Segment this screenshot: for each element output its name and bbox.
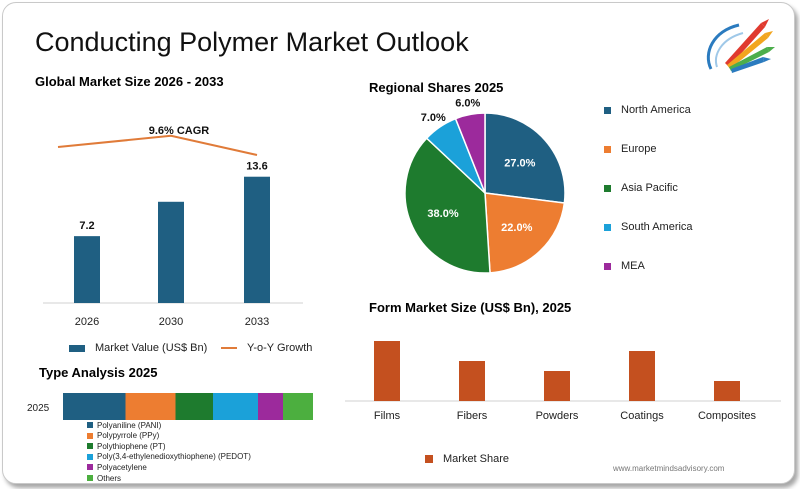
type-legend-swatch-1: [87, 432, 93, 439]
legend-label-mea: MEA: [621, 260, 645, 272]
type-segment-2: [175, 393, 213, 420]
legend-label-asia-pacific: Asia Pacific: [621, 182, 678, 194]
type-legend-label-1: Polypyrrole (PPy): [97, 431, 160, 441]
regional-pie-chart: 27.0% 22.0% 38.0% 7.0% 6.0%: [404, 98, 566, 274]
page-title: Conducting Polymer Market Outlook: [35, 27, 469, 57]
legend-market-share: Market Share: [425, 453, 509, 465]
legend-swatch-asia-pacific: [604, 184, 611, 192]
type-legend-swatch-0: [87, 422, 93, 428]
form-bar-coatings: [629, 351, 655, 401]
type-legend-item-1: Polypyrrole (PPy): [87, 431, 159, 441]
legend-label-growth: Y-o-Y Growth: [247, 342, 313, 354]
type-chart-title: Type Analysis 2025: [39, 365, 158, 380]
global-chart-title: Global Market Size 2026 - 2033: [35, 74, 224, 89]
legend-label-south-america: South America: [621, 221, 693, 233]
pie-label-mea: 6.0%: [455, 98, 480, 110]
cagr-label: 9.6% CAGR: [149, 125, 210, 137]
form-x-tick-films: Films: [374, 410, 401, 422]
type-legend-swatch-3: [87, 453, 93, 460]
bar-2033: [244, 176, 270, 303]
form-x-tick-powders: Powders: [536, 410, 579, 422]
x-tick-2030: 2030: [159, 316, 183, 328]
form-x-tick-coatings: Coatings: [620, 410, 664, 422]
type-legend-label-0: Polyaniline (PANI): [97, 420, 162, 430]
form-bar-composites: [714, 381, 740, 401]
type-legend-label-4: Polyacetylene: [97, 462, 147, 472]
legend-item-south-america: South America: [604, 221, 693, 233]
legend-swatch-europe: [604, 145, 611, 153]
legend-growth: Y-o-Y Growth: [221, 342, 312, 354]
bar-2030: [158, 201, 184, 303]
legend-label-europe: Europe: [621, 143, 657, 155]
value-label-2033: 13.6: [246, 161, 267, 173]
form-x-tick-fibers: Fibers: [457, 410, 488, 422]
x-tick-2026: 2026: [75, 316, 99, 328]
type-legend-swatch-4: [87, 464, 93, 471]
type-legend-item-4: Polyacetylene: [87, 462, 147, 472]
type-segment-0: [63, 393, 126, 420]
type-stacked-bar-chart: 2025: [27, 393, 313, 420]
global-market-chart: 2026 7.2 2030 2033 13.6 9.6% CAGR: [43, 125, 303, 328]
legend-swatch-mea: [604, 262, 611, 270]
type-segment-5: [283, 393, 313, 420]
pie-label-europe: 22.0%: [501, 222, 532, 234]
legend-swatch-north-america: [604, 106, 611, 114]
type-legend-item-0: Polyaniline (PANI): [87, 420, 161, 430]
type-legend-label-2: Polythiophene (PT): [97, 441, 166, 451]
form-market-chart: Films Fibers Powders Coatings Composites: [345, 341, 781, 422]
legend-item-mea: MEA: [604, 260, 645, 272]
type-category-label: 2025: [27, 403, 50, 414]
pie-slice-mea: [454, 112, 486, 194]
legend-label-market-value: Market Value (US$ Bn): [95, 342, 208, 354]
legend-label-market-share: Market Share: [443, 453, 510, 465]
type-legend-item-2: Polythiophene (PT): [87, 441, 165, 451]
legend-label-north-america: North America: [621, 104, 691, 116]
form-x-tick-composites: Composites: [698, 410, 757, 422]
legend-swatch-market-share: [425, 455, 433, 463]
pie-label-north-america: 27.0%: [504, 157, 535, 169]
growth-line: [57, 134, 258, 156]
pie-slice-north-america: [484, 112, 566, 204]
type-legend-label-3: Poly(3,4-ethylenedioxythiophene) (PEDOT): [97, 452, 251, 462]
x-tick-2033: 2033: [245, 316, 269, 328]
legend-swatch-market-value: [69, 344, 85, 352]
watermark: www.marketmindsadvisory.com: [613, 464, 725, 473]
type-legend-label-5: Others: [97, 473, 122, 483]
legend-swatch-south-america: [604, 223, 611, 231]
pie-label-asia-pacific: 38.0%: [427, 208, 458, 220]
form-bar-films: [374, 341, 400, 401]
form-bar-powders: [544, 371, 570, 401]
type-segment-4: [258, 393, 283, 420]
brand-logo-icon: [706, 19, 775, 73]
regional-chart-title: Regional Shares 2025: [369, 80, 504, 95]
type-legend-item-5: Others: [87, 473, 121, 483]
dashboard-frame: Conducting Polymer Market Outlook Global…: [2, 2, 795, 484]
type-segment-3: [213, 393, 258, 420]
legend-item-asia-pacific: Asia Pacific: [604, 182, 678, 194]
legend-swatch-growth: [221, 347, 237, 349]
value-label-2026: 7.2: [79, 220, 94, 232]
bar-2026: [74, 236, 100, 303]
legend-item-north-america: North America: [604, 104, 691, 116]
legend-market-value: Market Value (US$ Bn): [69, 342, 207, 354]
form-chart-title: Form Market Size (US$ Bn), 2025: [369, 300, 572, 315]
type-segment-1: [125, 393, 176, 420]
type-legend-swatch-5: [87, 475, 93, 481]
form-bar-fibers: [459, 361, 485, 401]
legend-item-europe: Europe: [604, 143, 656, 155]
type-legend-swatch-2: [87, 443, 93, 450]
pie-label-south-america: 7.0%: [421, 112, 446, 124]
pie-slice-asia-pacific: [404, 137, 491, 274]
pie-slice-europe: [484, 192, 566, 274]
type-legend-item-3: Poly(3,4-ethylenedioxythiophene) (PEDOT): [87, 452, 251, 462]
